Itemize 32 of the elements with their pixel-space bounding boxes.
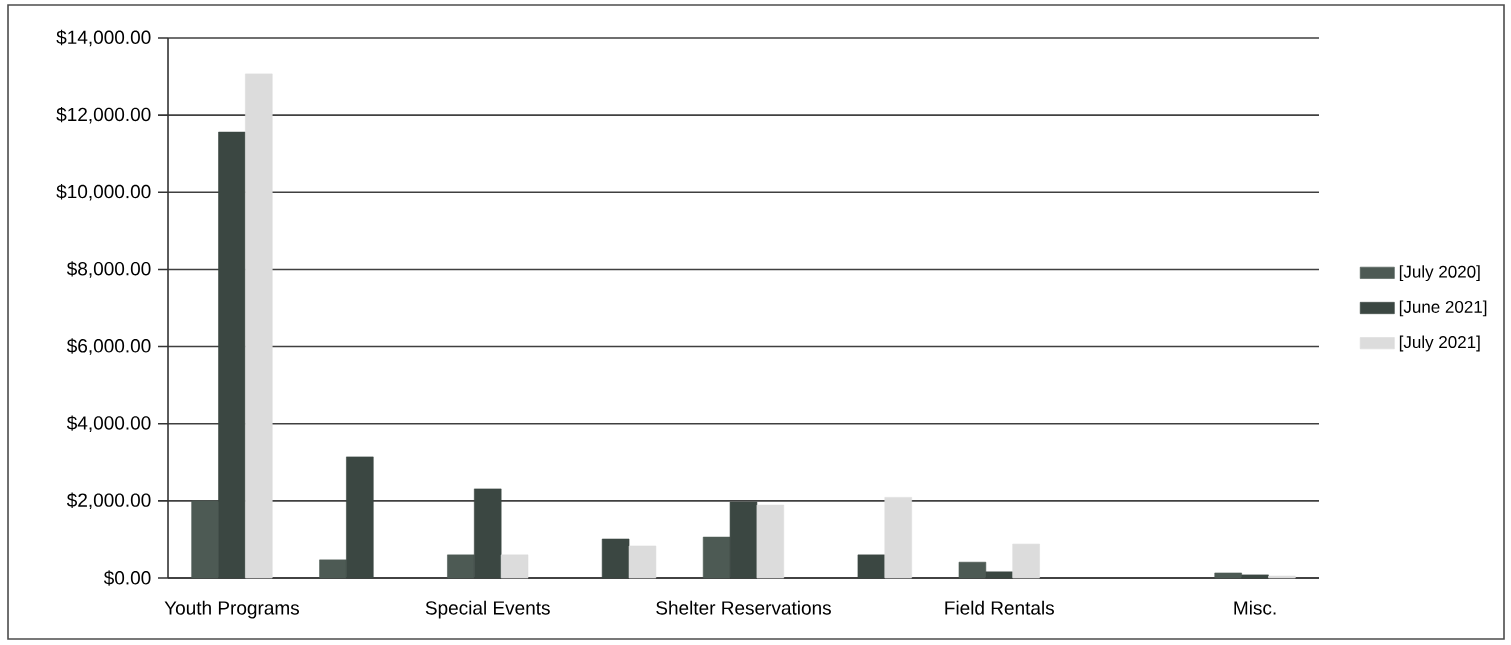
- legend-label: [July 2020]: [1399, 265, 1480, 282]
- bar: [756, 504, 785, 579]
- y-tick-label: $12,000.00: [56, 106, 151, 124]
- bar: [702, 536, 731, 579]
- y-tick-label: $8,000.00: [66, 261, 151, 278]
- bar: [447, 554, 475, 579]
- bar: [1214, 572, 1242, 579]
- bar: [319, 559, 347, 579]
- y-tick-label: $4,000.00: [66, 415, 151, 432]
- x-tick-label: Misc.: [1234, 600, 1276, 615]
- bar: [601, 538, 630, 579]
- bar: [500, 554, 529, 579]
- bar: [245, 73, 273, 579]
- bar: [1012, 543, 1040, 579]
- bar: [628, 545, 657, 579]
- legend-label: [June 2021]: [1399, 300, 1487, 317]
- bar: [191, 500, 219, 579]
- x-tick-label: Youth Programs: [164, 600, 300, 619]
- x-tick-label: Shelter Reservations: [656, 600, 831, 615]
- legend-label: [July 2021]: [1399, 335, 1480, 352]
- bar: [958, 561, 987, 579]
- x-tick-label: Field Rentals: [945, 600, 1054, 615]
- y-tick-label: $10,000.00: [56, 184, 151, 201]
- x-tick-label: Special Events: [425, 600, 550, 619]
- y-tick-label: $2,000.00: [66, 492, 151, 510]
- bar: [884, 497, 912, 579]
- bar: [857, 554, 886, 579]
- y-tick-label: $6,000.00: [66, 338, 151, 355]
- y-tick-label: $14,000.00: [56, 29, 151, 47]
- bar: [1241, 574, 1269, 579]
- y-tick-label: $0.00: [103, 570, 151, 586]
- bar: [985, 571, 1013, 579]
